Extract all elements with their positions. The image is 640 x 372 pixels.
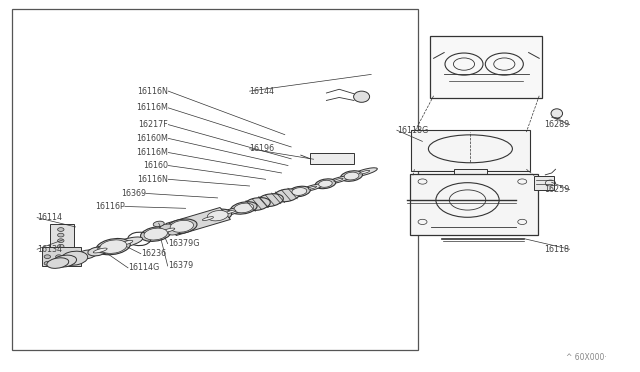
Ellipse shape xyxy=(327,176,350,184)
Circle shape xyxy=(56,262,62,265)
Circle shape xyxy=(44,262,51,265)
FancyBboxPatch shape xyxy=(42,247,81,266)
Ellipse shape xyxy=(226,210,236,214)
Ellipse shape xyxy=(243,198,270,211)
Ellipse shape xyxy=(551,109,563,118)
Ellipse shape xyxy=(93,248,107,253)
Circle shape xyxy=(58,239,64,243)
Ellipse shape xyxy=(344,172,359,180)
Text: 16196: 16196 xyxy=(250,144,275,153)
Ellipse shape xyxy=(78,250,96,259)
Ellipse shape xyxy=(204,209,232,222)
Ellipse shape xyxy=(308,186,317,189)
Ellipse shape xyxy=(163,228,175,232)
Ellipse shape xyxy=(334,178,343,182)
Ellipse shape xyxy=(144,228,168,240)
Ellipse shape xyxy=(88,247,106,256)
Text: 16116N: 16116N xyxy=(138,175,168,184)
Ellipse shape xyxy=(319,180,332,187)
Text: 16118G: 16118G xyxy=(397,126,428,135)
Ellipse shape xyxy=(168,229,180,235)
Text: 16379G: 16379G xyxy=(168,239,199,248)
Ellipse shape xyxy=(315,179,336,189)
Ellipse shape xyxy=(230,202,257,214)
Text: 16134: 16134 xyxy=(37,245,62,254)
Ellipse shape xyxy=(154,225,184,235)
Circle shape xyxy=(67,262,74,265)
Text: 16289: 16289 xyxy=(545,120,570,129)
Ellipse shape xyxy=(202,217,214,221)
Ellipse shape xyxy=(120,240,133,245)
Circle shape xyxy=(58,228,64,231)
Ellipse shape xyxy=(352,168,378,177)
Ellipse shape xyxy=(47,258,68,268)
FancyBboxPatch shape xyxy=(454,169,487,174)
Ellipse shape xyxy=(166,219,197,234)
Ellipse shape xyxy=(141,227,171,241)
Polygon shape xyxy=(166,208,230,235)
Ellipse shape xyxy=(194,214,222,224)
Ellipse shape xyxy=(257,194,284,207)
Text: 16217F: 16217F xyxy=(139,120,168,129)
Text: 16114: 16114 xyxy=(37,213,62,222)
FancyBboxPatch shape xyxy=(410,174,538,235)
Ellipse shape xyxy=(100,240,127,253)
Text: 16144: 16144 xyxy=(250,87,275,96)
Ellipse shape xyxy=(98,244,116,253)
Circle shape xyxy=(58,244,64,248)
Text: 16369: 16369 xyxy=(121,189,146,198)
Text: 16116N: 16116N xyxy=(138,87,168,96)
Text: 16116M: 16116M xyxy=(136,103,168,112)
Text: ^ 60X000·: ^ 60X000· xyxy=(566,353,607,362)
Text: 16114G: 16114G xyxy=(128,263,159,272)
Ellipse shape xyxy=(340,171,362,181)
Ellipse shape xyxy=(96,238,131,255)
Ellipse shape xyxy=(302,184,323,191)
Ellipse shape xyxy=(110,237,143,248)
Ellipse shape xyxy=(289,186,310,197)
Text: 16118: 16118 xyxy=(545,245,570,254)
FancyBboxPatch shape xyxy=(412,130,529,171)
Text: 16236: 16236 xyxy=(141,249,166,258)
Ellipse shape xyxy=(170,220,193,232)
Ellipse shape xyxy=(360,170,370,174)
FancyBboxPatch shape xyxy=(430,36,543,98)
Text: 16160: 16160 xyxy=(143,161,168,170)
Ellipse shape xyxy=(292,187,307,195)
Ellipse shape xyxy=(153,221,164,227)
Ellipse shape xyxy=(218,208,243,216)
Circle shape xyxy=(58,233,64,237)
Text: 16160M: 16160M xyxy=(136,134,168,143)
Ellipse shape xyxy=(159,224,173,231)
Circle shape xyxy=(56,255,62,259)
Text: 16259: 16259 xyxy=(544,185,570,194)
FancyBboxPatch shape xyxy=(310,153,354,164)
Ellipse shape xyxy=(83,244,118,257)
FancyBboxPatch shape xyxy=(534,176,554,190)
FancyBboxPatch shape xyxy=(50,224,74,252)
Ellipse shape xyxy=(353,91,370,102)
Ellipse shape xyxy=(61,251,88,265)
Circle shape xyxy=(44,255,51,259)
Ellipse shape xyxy=(52,255,77,267)
Ellipse shape xyxy=(207,211,228,221)
Text: 16379: 16379 xyxy=(168,262,193,270)
Circle shape xyxy=(67,255,74,259)
Ellipse shape xyxy=(234,203,253,213)
Text: 16116P: 16116P xyxy=(95,202,125,211)
Ellipse shape xyxy=(273,189,300,202)
Text: 16116M: 16116M xyxy=(136,148,168,157)
